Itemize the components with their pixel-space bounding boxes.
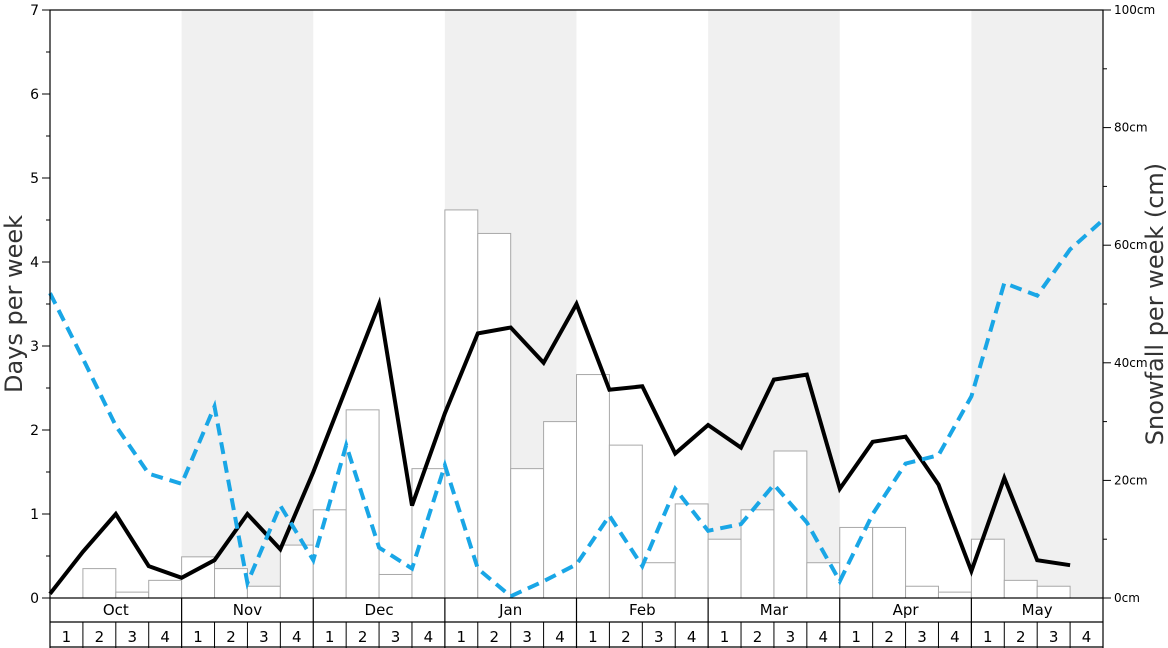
snowfall-bar: [148, 579, 183, 599]
y-left-tick-label: 0: [30, 591, 39, 607]
days-solid-line: [48, 296, 1071, 596]
week-label: 1: [325, 628, 335, 646]
snowfall-bar: [543, 421, 577, 599]
snowfall-bar: [773, 450, 808, 599]
snowfall-bar: [806, 562, 841, 599]
y-left-tick-label: 5: [30, 171, 39, 187]
month-band-may: [971, 10, 1103, 598]
snowfall-bar: [378, 573, 413, 599]
y-left-tick-label: 2: [30, 423, 39, 439]
snowfall-bar: [312, 509, 347, 599]
snowfall-bar: [1036, 585, 1071, 599]
week-label: 1: [851, 628, 861, 646]
snowfall-bar: [641, 562, 676, 599]
week-label: 3: [786, 628, 796, 646]
month-band-nov: [181, 10, 314, 598]
snowfall-bar: [345, 409, 380, 599]
snowfall-bars: [82, 209, 1071, 599]
y-right-tick-label: 80cm: [1114, 121, 1148, 135]
snowfall-bar: [115, 591, 150, 599]
chart-axes: 0 1 2 3 4 5 6 7 0cm 20cm 40cm 60cm 80cm 100cm Oct 1 2 3 4 N…: [30, 3, 1155, 648]
week-label: 4: [160, 628, 170, 646]
week-label: 1: [983, 628, 993, 646]
week-label: 2: [489, 628, 499, 646]
week-label: 1: [193, 628, 203, 646]
month-label: Oct: [103, 601, 129, 619]
data-lines: [48, 218, 1105, 599]
week-label: 2: [358, 628, 368, 646]
month-label: Apr: [893, 601, 920, 619]
snowfall-bar: [740, 509, 775, 599]
week-label: 2: [884, 628, 894, 646]
snowfall-bar: [82, 568, 117, 599]
y-right-axis-title: Snowfall per week (cm): [1141, 163, 1168, 445]
week-label: 3: [391, 628, 401, 646]
week-label: 3: [654, 628, 664, 646]
snowfall-bar: [872, 526, 907, 599]
y-left-tick-label: 7: [30, 3, 39, 19]
snowfall-bar: [1003, 579, 1038, 599]
week-label: 2: [621, 628, 631, 646]
y-left-tick-label: 4: [30, 255, 39, 271]
week-label: 2: [95, 628, 105, 646]
y-right-tick-label: 40cm: [1114, 356, 1148, 370]
month-label: Nov: [233, 601, 262, 619]
snowfall-bar: [707, 538, 742, 599]
snowfall-bar: [246, 585, 281, 599]
week-label: 2: [226, 628, 236, 646]
week-label: 1: [720, 628, 730, 646]
week-label: 3: [127, 628, 137, 646]
week-label: 1: [62, 628, 72, 646]
y-left-axis-title: Days per week: [0, 215, 28, 393]
y-right-tick-label: 20cm: [1114, 473, 1148, 487]
week-label: 3: [259, 628, 269, 646]
week-label: 1: [457, 628, 467, 646]
y-right-tick-label: 60cm: [1114, 238, 1148, 252]
week-label: 2: [753, 628, 763, 646]
week-label: 4: [950, 628, 960, 646]
week-label: 3: [1049, 628, 1059, 646]
y-left-tick-label: 1: [30, 507, 39, 523]
month-label: Dec: [365, 601, 394, 619]
snowfall-bar: [970, 538, 1005, 599]
week-label: 4: [1082, 628, 1092, 646]
week-label: 3: [917, 628, 927, 646]
y-right-tick-label: 0cm: [1114, 591, 1140, 605]
snowfall-bar: [279, 544, 314, 599]
month-label: May: [1022, 601, 1053, 619]
snowfall-bar: [937, 591, 972, 599]
days-dashed-line: [48, 218, 1105, 599]
month-label: Jan: [498, 601, 522, 619]
snowfall-bar: [576, 374, 610, 599]
week-label: 4: [424, 628, 434, 646]
week-label: 3: [522, 628, 532, 646]
snowfall-bar: [905, 585, 939, 599]
week-label: 4: [687, 628, 697, 646]
y-right-tick-label: 100cm: [1114, 3, 1155, 17]
week-label: 4: [555, 628, 565, 646]
snowfall-bar: [477, 232, 512, 599]
week-label: 4: [292, 628, 302, 646]
week-label: 1: [588, 628, 598, 646]
snowfall-bar: [510, 468, 545, 599]
y-left-tick-label: 6: [30, 87, 39, 103]
week-label: 2: [1016, 628, 1026, 646]
week-label: 4: [819, 628, 829, 646]
snowfall-bar: [674, 503, 709, 599]
snowfall-bar: [839, 526, 874, 599]
month-label: Feb: [629, 601, 656, 619]
snowfall-bar: [214, 568, 248, 599]
month-label: Mar: [760, 601, 789, 619]
y-left-tick-label: 3: [30, 339, 39, 355]
